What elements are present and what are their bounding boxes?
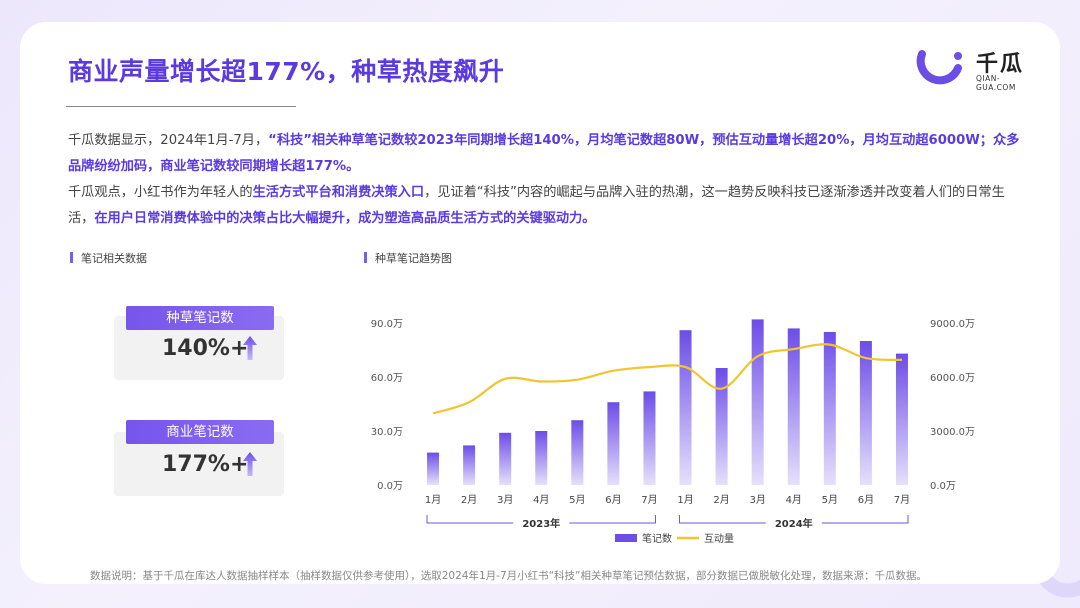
intro-highlight: “科技”相关种草笔记数较2023年同期增长超140%，月均笔记数超80W，预估互… [68, 133, 1020, 174]
data-footnote: 数据说明：基于千瓜在库达人数据抽样样本（抽样数据仅供参考使用），选取2024年1… [90, 570, 927, 582]
x-tick-label: 7月 [894, 494, 910, 506]
legend-label-notes: 笔记数 [642, 532, 672, 545]
x-tick-label: 1月 [677, 494, 693, 506]
intro-paragraph-2: 千瓜观点，小红书作为年轻人的生活方式平台和消费决策入口，见证着“科技”内容的崛起… [68, 180, 1028, 232]
y-right-tick-label: 3000.0万 [930, 427, 975, 438]
bar-notes [823, 332, 836, 485]
bar-notes [499, 432, 512, 485]
bar-notes [427, 452, 440, 485]
stat-tag-commercial: 商业笔记数 [126, 420, 274, 444]
group-bracket [426, 515, 656, 524]
seeding-trend-chart: 0.0万 30.0万 60.0万 90.0万 0.0万 3000.0万 6000.0万 900… [371, 319, 975, 545]
bar-notes [859, 341, 872, 485]
up-arrow-icon [243, 452, 257, 476]
page-title: 商业声量增长超177%，种草热度飙升 [68, 57, 505, 86]
qiangua-logo-icon [916, 50, 962, 85]
logo-text: 千瓜 [976, 52, 1025, 77]
title-underline [66, 106, 296, 107]
x-tick-label: 4月 [786, 494, 802, 506]
bar-notes [751, 319, 764, 485]
stat-value-seeding: 140%+ [162, 336, 249, 361]
opinion-text-2: ，见证着“科技”内容的崛起与品牌入驻的热潮，这一趋势反映科技已逐渐渗透并改变着人… [68, 185, 1005, 226]
bar-notes [607, 402, 620, 485]
x-tick-label: 7月 [641, 494, 657, 506]
section-bar [364, 252, 367, 263]
x-tick-label: 4月 [533, 494, 549, 506]
y-left-tick-label: 90.0万 [371, 319, 403, 330]
opinion-highlight-1: 生活方式平台和消费决策入口 [252, 185, 425, 200]
y-left-tick-label: 0.0万 [377, 481, 403, 492]
opinion-highlight-2: 在用户日常消费体验中的决策占比大幅提升，成为塑造高品质生活方式的关键驱动力。 [94, 211, 596, 226]
section-label-notes: 笔记相关数据 [70, 250, 147, 266]
group-bracket [679, 515, 909, 524]
bar-notes [787, 328, 800, 485]
x-tick-label: 2月 [461, 494, 477, 506]
bar-notes [643, 391, 656, 485]
bar-notes [463, 445, 476, 485]
group-label: 2023年 [522, 517, 560, 530]
x-tick-label: 5月 [569, 494, 585, 506]
x-tick-label: 6月 [605, 494, 621, 506]
intro-text: 千瓜数据显示，2024年1月-7月， [68, 133, 269, 148]
x-tick-label: 3月 [497, 494, 513, 506]
bar-notes [715, 368, 728, 485]
y-right-tick-label: 9000.0万 [930, 319, 975, 330]
opinion-text: 千瓜观点，小红书作为年轻人的 [68, 185, 253, 200]
section-label-text: 种草笔记趋势图 [375, 252, 452, 265]
y-left-tick-label: 60.0万 [371, 373, 403, 384]
x-tick-label: 3月 [749, 494, 765, 506]
bar-notes [571, 420, 584, 485]
bar-notes [895, 353, 908, 485]
x-tick-label: 2月 [713, 494, 729, 506]
section-label-text: 笔记相关数据 [81, 252, 147, 265]
bar-notes [535, 431, 548, 485]
y-right-tick-label: 6000.0万 [930, 373, 975, 384]
x-tick-label: 1月 [425, 494, 441, 506]
logo-subtext: QIAN-GUA.COM [976, 74, 1016, 92]
intro-paragraph-1: 千瓜数据显示，2024年1月-7月，“科技”相关种草笔记数较2023年同期增长超… [68, 128, 1028, 180]
stat-value-commercial: 177%+ [162, 452, 249, 477]
x-tick-label: 5月 [822, 494, 838, 506]
section-label-trend: 种草笔记趋势图 [364, 250, 452, 266]
up-arrow-icon [243, 336, 257, 360]
line-interactions [432, 343, 903, 415]
bar-notes [679, 330, 692, 485]
stat-tag-seeding: 种草笔记数 [126, 306, 274, 330]
section-bar [70, 252, 73, 263]
y-right-tick-label: 0.0万 [930, 481, 956, 492]
x-tick-label: 6月 [858, 494, 874, 506]
brand-logo: 千瓜 QIAN-GUA.COM [916, 44, 1036, 92]
group-label: 2024年 [775, 517, 813, 530]
legend-swatch-bar [615, 534, 637, 542]
legend-label-interactions: 互动量 [704, 533, 734, 545]
y-left-tick-label: 30.0万 [371, 427, 403, 438]
